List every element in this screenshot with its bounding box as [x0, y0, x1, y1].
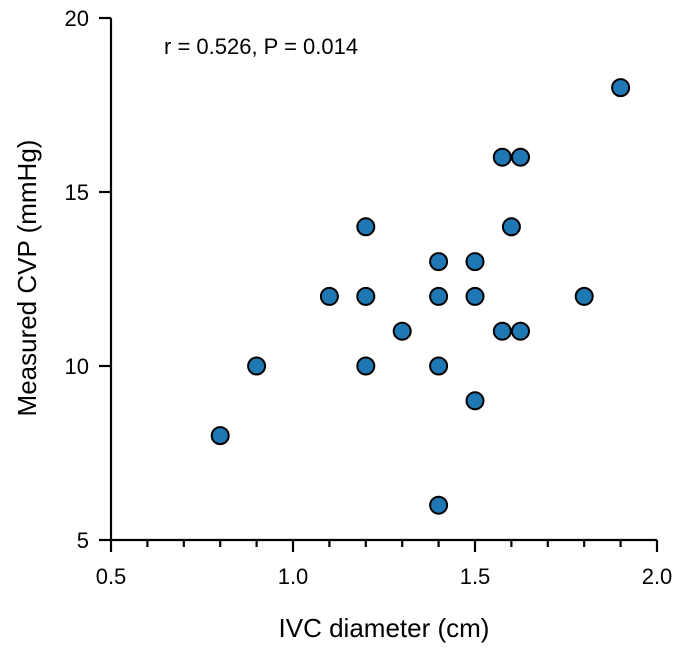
data-point	[465, 252, 485, 272]
data-point	[429, 252, 449, 272]
x-tick-label: 1.0	[278, 564, 309, 589]
y-tick-label: 15	[65, 180, 89, 205]
correlation-annotation: r = 0.526, P = 0.014	[164, 34, 358, 59]
data-point	[465, 391, 485, 411]
data-point	[501, 217, 521, 237]
x-axis-title: IVC diameter (cm)	[279, 613, 490, 643]
data-point	[429, 286, 449, 306]
y-tick-label: 5	[77, 528, 89, 553]
x-tick-label: 2.0	[642, 564, 673, 589]
data-point	[465, 286, 485, 306]
data-point	[356, 286, 376, 306]
data-point	[492, 321, 512, 341]
data-point	[511, 147, 530, 167]
x-axis-ticks: 0.5 1.0 1.5 2.0	[96, 540, 673, 589]
data-point	[319, 286, 339, 306]
data-point	[429, 495, 449, 515]
y-tick-label: 10	[65, 354, 89, 379]
data-point	[611, 78, 631, 98]
data-point	[511, 321, 530, 341]
x-tick-label: 0.5	[96, 564, 127, 589]
data-point	[247, 356, 267, 376]
x-tick-label: 1.5	[460, 564, 491, 589]
axes	[109, 18, 657, 542]
y-axis-title: Measured CVP (mmHg)	[12, 140, 42, 417]
data-point	[210, 426, 230, 446]
y-tick-label: 20	[65, 6, 89, 31]
data-point	[492, 147, 512, 167]
data-point	[356, 217, 376, 237]
data-point	[356, 356, 376, 376]
data-point	[392, 321, 412, 341]
y-axis-ticks: 5 10 15 20	[65, 6, 111, 553]
data-point	[574, 286, 594, 306]
data-point	[429, 356, 449, 376]
data-points	[210, 78, 631, 515]
